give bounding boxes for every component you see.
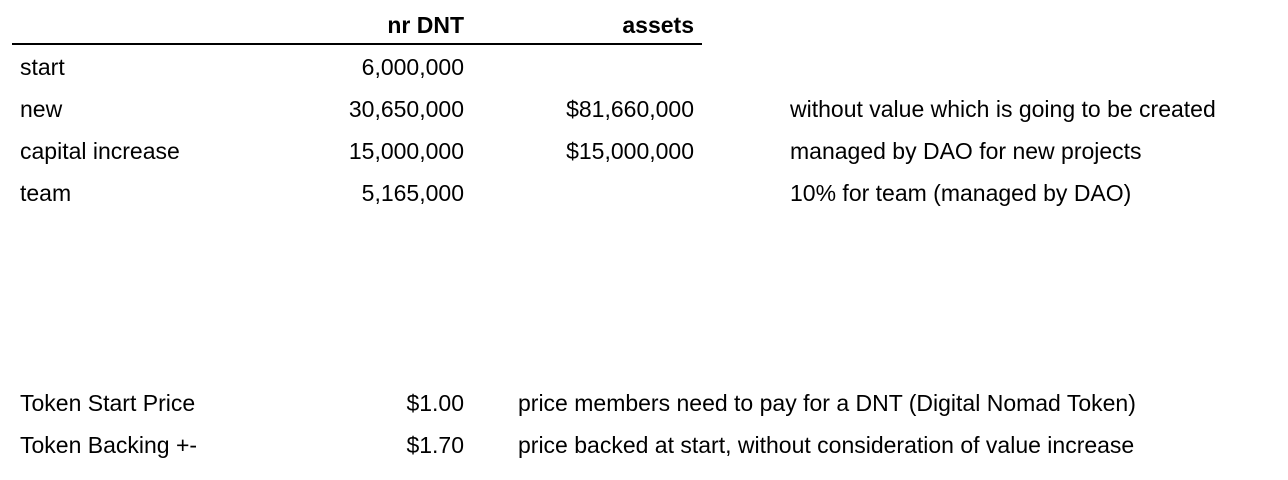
row-nr-dnt: 30,650,000	[348, 96, 464, 122]
row-assets: $15,000,000	[566, 138, 694, 164]
row-assets: $81,660,000	[566, 96, 694, 122]
row-nr-dnt: 15,000,000	[348, 138, 464, 164]
row-nr-dnt: 6,000,000	[361, 54, 464, 80]
row-note: 10% for team (managed by DAO)	[790, 180, 1132, 206]
price-label: Token Backing +-	[20, 432, 198, 458]
row-label: start	[20, 54, 65, 80]
header-underline	[12, 43, 702, 45]
row-nr-dnt: 5,165,000	[361, 180, 464, 206]
header-assets: assets	[622, 12, 694, 38]
row-label: team	[20, 180, 72, 206]
row-label: capital increase	[20, 138, 180, 164]
row-note: without value which is going to be creat…	[790, 96, 1216, 122]
price-label: Token Start Price	[20, 390, 196, 416]
row-label: new	[20, 96, 63, 122]
header-nr-dnt: nr DNT	[387, 12, 464, 38]
price-note: price backed at start, without considera…	[518, 432, 1135, 458]
price-value: $1.70	[406, 432, 464, 458]
row-note: managed by DAO for new projects	[790, 138, 1142, 164]
price-value: $1.00	[406, 390, 464, 416]
price-note: price members need to pay for a DNT (Dig…	[518, 390, 1136, 416]
